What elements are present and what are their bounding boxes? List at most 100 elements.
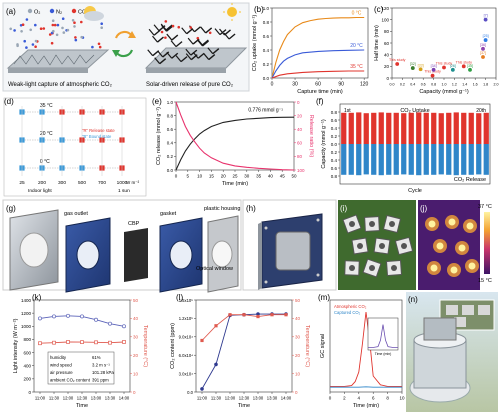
panel-d-label: (d) bbox=[4, 97, 14, 106]
network-strand bbox=[153, 29, 161, 36]
cbp-label: CBP bbox=[128, 221, 140, 227]
network-strand bbox=[212, 48, 220, 55]
panel-g-label: (g) bbox=[6, 204, 16, 213]
thermal-core bbox=[468, 262, 476, 270]
molecule-dot bbox=[51, 19, 55, 23]
data-point bbox=[395, 62, 400, 66]
uptake-bar bbox=[416, 112, 422, 144]
molecule-dot bbox=[80, 20, 83, 24]
cloud-sun-icon bbox=[84, 6, 104, 21]
atmospheric-co2-trace bbox=[330, 311, 402, 387]
y2-axis-label: Temperature (°C) bbox=[304, 325, 310, 367]
x-tick-label: 10 bbox=[399, 396, 405, 401]
light-tick-label: 1000 bbox=[117, 180, 128, 186]
y-tick-label: 1200 bbox=[21, 311, 32, 316]
release-bar bbox=[386, 144, 392, 175]
x-tick-label: 1.6 bbox=[473, 83, 478, 87]
device-window bbox=[349, 265, 355, 271]
molecule-dot bbox=[51, 23, 55, 27]
molecule-dot bbox=[71, 19, 75, 22]
x-tick-label: 4 bbox=[358, 396, 361, 401]
caption-solar-release: Solar-driven release of pure CO₂ bbox=[146, 82, 234, 88]
y2-tick-label: 40 bbox=[295, 316, 301, 321]
data-point-label: [35] bbox=[467, 64, 473, 68]
x-tick-label: 1.8 bbox=[483, 83, 488, 87]
thermal-core bbox=[428, 220, 436, 228]
x-tick-label: 40 bbox=[268, 174, 274, 179]
molecule-dot bbox=[61, 26, 64, 30]
network-strand bbox=[192, 38, 200, 45]
first-cycle-label: 1st bbox=[344, 108, 351, 114]
table-key: ambient CO₂ content bbox=[50, 378, 91, 383]
network-strand bbox=[157, 50, 164, 58]
network-strand bbox=[208, 54, 216, 61]
release-bar bbox=[423, 144, 429, 175]
network-strand bbox=[197, 39, 203, 47]
y2-tick-label: 100 bbox=[297, 168, 305, 173]
n2-legend-label: N₂ bbox=[56, 10, 62, 16]
panel-f: (f) 0.8 0.6 0.4 0.2 0.0 0.2 0.4 0.6 0.8 CO₂ Uptak… bbox=[316, 97, 491, 194]
molecule-dot bbox=[100, 22, 103, 26]
data-point bbox=[430, 73, 435, 78]
plot-frame bbox=[329, 299, 403, 393]
thermal-core bbox=[458, 244, 466, 252]
thermal-core bbox=[448, 218, 456, 226]
x-tick-label: 0 bbox=[175, 174, 178, 179]
panel-b: (b) 0 30 60 90 120 0.0 0.2 0.4 0.6 0.8 1.0 Capture … bbox=[252, 5, 369, 95]
table-value: 61% bbox=[92, 355, 101, 360]
release-bar bbox=[483, 144, 489, 175]
x-tick-label: 11:00 bbox=[197, 396, 208, 401]
end-plate-part bbox=[9, 209, 59, 291]
uptake-bar bbox=[401, 113, 407, 144]
release-bar bbox=[363, 144, 369, 175]
x-tick-label: 12:00 bbox=[225, 396, 236, 401]
x-axis-label: Cycle bbox=[408, 188, 422, 194]
y-tick-label: 1.2x10⁵ bbox=[179, 316, 194, 321]
release-bar bbox=[438, 144, 444, 175]
release-bar bbox=[393, 144, 399, 175]
y2-tick-label: 20 bbox=[297, 113, 303, 118]
optical-window-label: Optical window bbox=[196, 266, 233, 272]
sun-icon bbox=[223, 3, 241, 21]
y-axis-label: CO₂ uptake (mmol g⁻¹) bbox=[252, 15, 258, 72]
uptake-bar bbox=[476, 113, 482, 144]
temperature-point bbox=[200, 338, 204, 343]
molecule-dot bbox=[73, 25, 76, 28]
molecule-dot bbox=[34, 39, 38, 43]
y-axis-label: Half time (min) bbox=[374, 25, 380, 61]
panel-n: (n) bbox=[406, 292, 498, 412]
release-bar bbox=[453, 144, 459, 176]
release-bar bbox=[461, 144, 467, 175]
network-strand bbox=[180, 56, 188, 63]
network-strand bbox=[152, 35, 158, 43]
molecule-dot bbox=[56, 23, 60, 27]
y2-tick-label: 80 bbox=[297, 154, 303, 159]
inset-trace bbox=[368, 324, 398, 348]
y-tick-label: 9.0x10⁴ bbox=[179, 335, 194, 340]
release-bar bbox=[431, 144, 437, 175]
temperature-row-label: 0 °C bbox=[40, 159, 50, 165]
co2-content-point bbox=[214, 362, 218, 367]
x-tick-label: 0 bbox=[271, 82, 274, 88]
thermal-core bbox=[436, 242, 444, 250]
x-tick-label: 20 bbox=[221, 174, 227, 179]
x-tick-label: 120 bbox=[360, 82, 369, 88]
released-co2-dot bbox=[177, 25, 181, 29]
molecule-dot bbox=[21, 23, 25, 27]
network-strand bbox=[175, 41, 183, 48]
panel-k: (k) 11:00 11:30 12:00 12:30 13:00 13:30 14:000… bbox=[13, 293, 148, 409]
x-tick-label: 90 bbox=[338, 82, 344, 88]
temperature-point bbox=[66, 340, 70, 344]
device-window bbox=[379, 243, 385, 249]
network-strand bbox=[186, 28, 194, 35]
x-tick-label: 2.0 bbox=[494, 83, 499, 87]
y-tick-label: 120 bbox=[381, 6, 389, 11]
y2-tick-label: 0 bbox=[295, 390, 298, 395]
molecule-dot bbox=[62, 31, 66, 34]
x-tick-label: 45 bbox=[280, 174, 286, 179]
network-strand bbox=[228, 33, 236, 40]
panel-b-label: (b) bbox=[254, 5, 264, 14]
network-strand bbox=[148, 28, 155, 36]
last-cycle-label: 20th bbox=[476, 108, 486, 114]
x-tick-label: 12:30 bbox=[239, 396, 250, 401]
